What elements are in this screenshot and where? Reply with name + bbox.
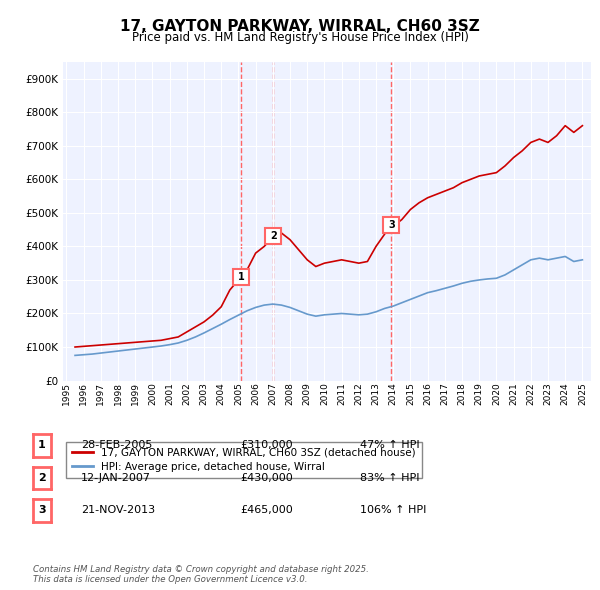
Text: £465,000: £465,000 (240, 506, 293, 515)
Text: £430,000: £430,000 (240, 473, 293, 483)
Text: 47% ↑ HPI: 47% ↑ HPI (360, 441, 419, 450)
Text: 21-NOV-2013: 21-NOV-2013 (81, 506, 155, 515)
Text: 2: 2 (270, 231, 277, 241)
Text: 28-FEB-2005: 28-FEB-2005 (81, 441, 152, 450)
Text: 83% ↑ HPI: 83% ↑ HPI (360, 473, 419, 483)
Text: 1: 1 (38, 441, 46, 450)
Legend: 17, GAYTON PARKWAY, WIRRAL, CH60 3SZ (detached house), HPI: Average price, detac: 17, GAYTON PARKWAY, WIRRAL, CH60 3SZ (de… (65, 441, 422, 478)
Text: 17, GAYTON PARKWAY, WIRRAL, CH60 3SZ: 17, GAYTON PARKWAY, WIRRAL, CH60 3SZ (120, 19, 480, 34)
Text: Contains HM Land Registry data © Crown copyright and database right 2025.
This d: Contains HM Land Registry data © Crown c… (33, 565, 369, 584)
Text: 3: 3 (38, 506, 46, 515)
Text: 3: 3 (388, 219, 395, 230)
Text: £310,000: £310,000 (240, 441, 293, 450)
Text: 1: 1 (238, 271, 245, 281)
Text: 106% ↑ HPI: 106% ↑ HPI (360, 506, 427, 515)
Text: 12-JAN-2007: 12-JAN-2007 (81, 473, 151, 483)
Text: 2: 2 (38, 473, 46, 483)
Text: Price paid vs. HM Land Registry's House Price Index (HPI): Price paid vs. HM Land Registry's House … (131, 31, 469, 44)
